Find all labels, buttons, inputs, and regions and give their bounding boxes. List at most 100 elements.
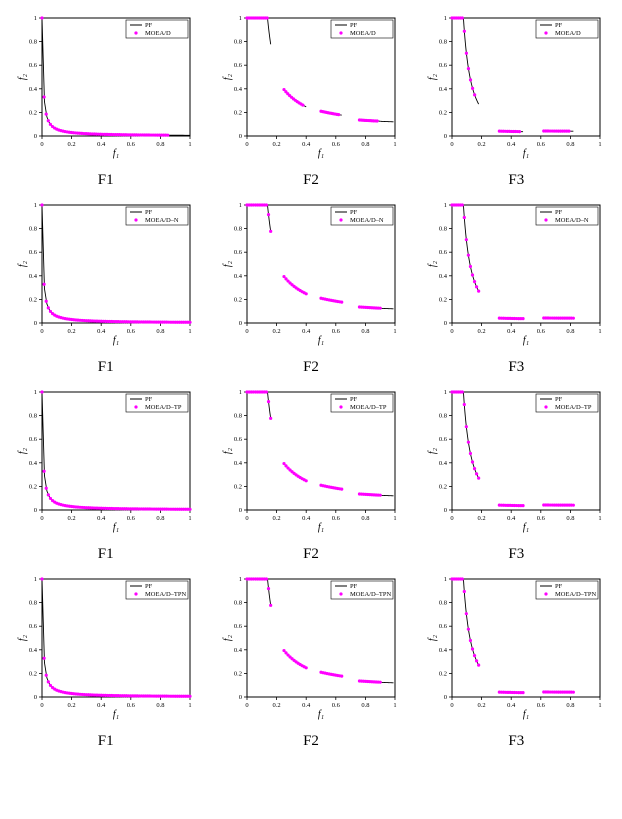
xtick-label: 0.4: [302, 702, 311, 709]
plot-caption: F1: [98, 359, 114, 376]
xtick-label: 0.6: [332, 141, 341, 148]
plot-F1: 00.20.40.60.8100.20.40.60.81f₁f₂PFMOEA/D…: [16, 386, 196, 536]
xtick-label: 0.4: [507, 328, 516, 335]
xtick-label: 1: [188, 328, 191, 335]
xtick-label: 0: [451, 515, 454, 522]
ytick-label: 0.2: [234, 109, 242, 116]
y-axis-label: f₂: [17, 447, 28, 454]
xtick-label: 0: [245, 328, 248, 335]
xtick-label: 0: [451, 702, 454, 709]
y-axis-label: f₂: [427, 634, 438, 641]
xtick-label: 0.4: [507, 141, 516, 148]
ytick-label: 1: [239, 389, 242, 396]
ytick-label: 0.4: [439, 647, 448, 654]
legend-pf-label: PF: [350, 22, 358, 29]
x-axis-label: f₁: [523, 709, 529, 720]
ytick-label: 0.2: [439, 296, 447, 303]
legend-pf-label: PF: [555, 396, 563, 403]
xtick-label: 0.4: [507, 515, 516, 522]
plot-F3: 00.20.40.60.8100.20.40.60.81f₁f₂PFMOEA/D…: [426, 199, 606, 349]
cell-MOEA/D–TPN-F2: 00.20.40.60.8100.20.40.60.81f₁f₂PFMOEA/D…: [217, 573, 404, 750]
ytick-label: 0.2: [29, 296, 37, 303]
legend-pf-label: PF: [350, 583, 358, 590]
xtick-label: 0.6: [537, 702, 546, 709]
plot-grid: 00.20.40.60.8100.20.40.60.81f₁f₂PFMOEA/D…: [12, 12, 610, 750]
legend-algo-label: MOEA/D–TP: [145, 404, 182, 411]
xtick-label: 0.6: [126, 141, 135, 148]
xtick-label: 0.4: [302, 141, 311, 148]
series-marker: [522, 504, 525, 507]
series-marker: [379, 681, 382, 684]
x-axis-label: f₁: [318, 335, 324, 346]
plot-caption: F2: [303, 172, 319, 189]
y-axis-label: f₂: [17, 73, 28, 80]
ytick-label: 0.8: [29, 39, 37, 46]
legend-algo-label: MOEA/D–N: [350, 217, 384, 224]
ytick-label: 0.6: [439, 62, 448, 69]
ytick-label: 0.6: [29, 62, 38, 69]
series-marker: [46, 306, 49, 309]
legend-algo-label: MOEA/D–TP: [555, 404, 592, 411]
series-marker: [522, 317, 525, 320]
legend-pf-label: PF: [555, 22, 563, 29]
xtick-label: 0: [451, 141, 454, 148]
ytick-label: 0.4: [29, 86, 38, 93]
xtick-label: 0: [40, 328, 43, 335]
series-marker: [340, 675, 343, 678]
series-marker: [40, 203, 43, 206]
ytick-label: 1: [444, 202, 447, 209]
xtick-label: 1: [188, 515, 191, 522]
series-marker: [44, 113, 47, 116]
ytick-label: 0.4: [234, 647, 243, 654]
series-marker: [46, 680, 49, 683]
series-marker: [42, 657, 45, 660]
plot-F3: 00.20.40.60.8100.20.40.60.81f₁f₂PFMOEA/D…: [426, 573, 606, 723]
xtick-label: 0: [40, 702, 43, 709]
cell-MOEA/D-F2: 00.20.40.60.8100.20.40.60.81f₁f₂PFMOEA/D…: [217, 12, 404, 189]
series-marker: [40, 16, 43, 19]
series-marker: [469, 78, 472, 81]
plot-caption: F1: [98, 172, 114, 189]
xtick-label: 0.8: [156, 328, 164, 335]
series-marker: [375, 119, 378, 122]
series-marker: [269, 417, 272, 420]
ytick-label: 0.2: [29, 670, 37, 677]
series-marker: [467, 441, 470, 444]
ytick-label: 0: [239, 133, 242, 140]
ytick-label: 0.6: [439, 623, 448, 630]
series-marker: [42, 283, 45, 286]
xtick-label: 0.4: [97, 328, 106, 335]
series-marker: [461, 390, 464, 393]
ytick-label: 0.4: [234, 86, 243, 93]
series-marker: [568, 130, 571, 133]
legend: PFMOEA/D–TP: [331, 394, 393, 412]
ytick-label: 0.4: [439, 273, 448, 280]
ytick-label: 0.8: [234, 39, 242, 46]
series-marker: [465, 238, 468, 241]
ytick-label: 0.6: [234, 623, 243, 630]
plot-F3: 00.20.40.60.8100.20.40.60.81f₁f₂PFMOEA/D: [426, 12, 606, 162]
plot-caption: F3: [508, 359, 524, 376]
xtick-label: 0.6: [332, 702, 341, 709]
ytick-label: 0.4: [439, 86, 448, 93]
ytick-label: 0.4: [439, 460, 448, 467]
series-marker: [471, 87, 474, 90]
xtick-label: 0.8: [361, 515, 369, 522]
ytick-label: 0.8: [29, 600, 37, 607]
series-marker: [475, 659, 478, 662]
legend: PFMOEA/D–TPN: [331, 581, 393, 599]
ytick-label: 0.6: [29, 436, 38, 443]
series-marker: [379, 307, 382, 310]
y-axis-label: f₂: [222, 447, 233, 454]
legend-pf-label: PF: [555, 209, 563, 216]
series-marker: [40, 390, 43, 393]
series-marker: [471, 460, 474, 463]
ytick-label: 0.8: [234, 600, 242, 607]
ytick-label: 0.6: [234, 62, 243, 69]
series-marker: [42, 95, 45, 98]
series-marker: [469, 265, 472, 268]
y-axis-label: f₂: [17, 260, 28, 267]
series-marker: [461, 577, 464, 580]
series-marker: [463, 590, 466, 593]
ytick-label: 0.4: [29, 647, 38, 654]
